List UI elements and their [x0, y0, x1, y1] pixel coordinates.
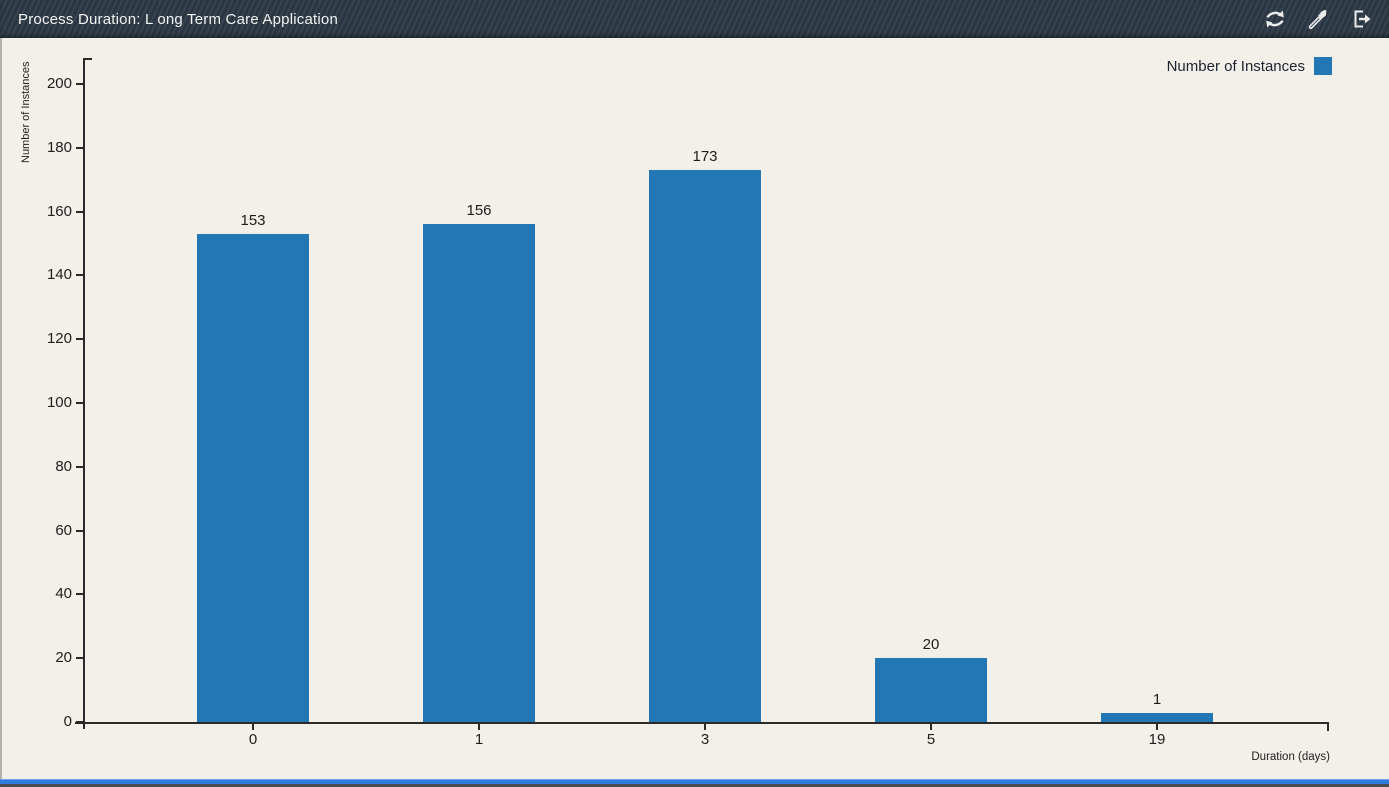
titlebar: Process Duration: L ong Term Care Applic…: [0, 0, 1389, 38]
x-category-label: 3: [700, 731, 710, 748]
window-bottom-accent: [0, 779, 1389, 784]
y-tick-label: 180: [46, 138, 72, 156]
y-tick: [76, 721, 83, 723]
y-tick-label: 140: [46, 266, 72, 284]
bar-duration-19[interactable]: [1101, 713, 1213, 722]
y-tick: [76, 402, 83, 404]
y-tick: [76, 465, 83, 468]
bar-value-label: 173: [692, 148, 718, 166]
y-tick-label: 200: [46, 75, 72, 92]
export-icon[interactable]: [1349, 7, 1373, 31]
bar-value-label: 156: [466, 202, 492, 220]
titlebar-toolbar: [1263, 7, 1389, 31]
y-tick-label: 60: [55, 521, 72, 539]
x-tick: [704, 722, 706, 730]
window-title: Process Duration: L ong Term Care Applic…: [18, 10, 338, 28]
legend-label: Number of Instances: [1166, 57, 1305, 75]
bar-duration-3[interactable]: [649, 170, 761, 722]
x-axis-end-cap: [1327, 722, 1329, 731]
y-tick: [76, 274, 83, 277]
x-axis-title: Duration (days): [1251, 751, 1330, 763]
bar-value-label: 20: [922, 636, 940, 654]
y-tick: [76, 146, 83, 149]
y-tick: [76, 210, 83, 213]
refresh-icon[interactable]: [1263, 7, 1287, 31]
x-tick: [252, 722, 254, 730]
bar-duration-0[interactable]: [197, 233, 309, 722]
bar-value-label: 1: [1152, 691, 1162, 708]
x-axis-line: [75, 722, 1329, 724]
x-category-label: 5: [926, 731, 936, 748]
x-tick: [478, 722, 480, 730]
y-tick: [76, 83, 83, 85]
bar-value-label: 153: [240, 211, 266, 229]
x-tick: [1156, 722, 1158, 730]
y-tick-label: 100: [46, 394, 72, 411]
x-category-label: 0: [248, 731, 258, 748]
y-tick-label: 40: [55, 585, 72, 603]
eyedropper-icon[interactable]: [1306, 7, 1330, 31]
legend-item-number-of-instances[interactable]: Number of Instances: [1167, 57, 1332, 75]
y-tick: [76, 529, 83, 532]
bar-duration-1[interactable]: [423, 224, 535, 722]
window-bottom-edge: [0, 784, 1389, 787]
x-tick: [930, 722, 932, 730]
y-tick-label: 160: [46, 202, 72, 220]
y-axis-line: [83, 58, 85, 729]
bar-duration-5[interactable]: [875, 658, 987, 722]
y-tick-label: 80: [55, 457, 72, 475]
x-category-label: 19: [1148, 731, 1166, 748]
y-tick: [76, 338, 83, 341]
y-tick-label: 0: [63, 713, 72, 730]
y-tick: [76, 593, 83, 596]
y-axis-top-cap: [83, 58, 92, 60]
legend-swatch: [1314, 57, 1332, 75]
x-category-label: 1: [474, 731, 484, 748]
y-tick: [76, 657, 83, 660]
y-tick-label: 120: [46, 330, 72, 348]
y-tick-label: 20: [55, 649, 72, 667]
